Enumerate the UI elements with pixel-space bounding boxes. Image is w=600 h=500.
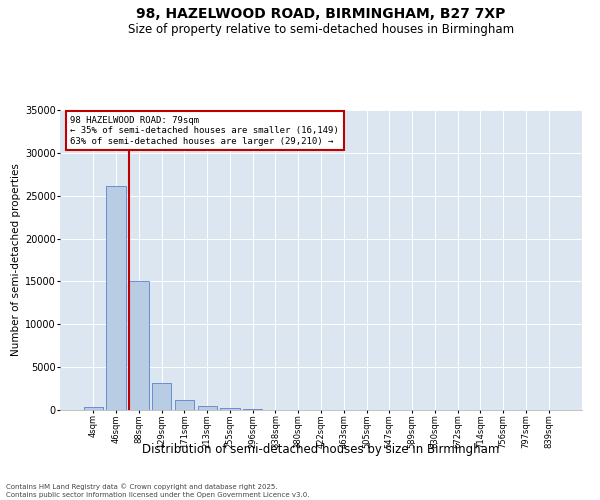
Bar bbox=[197, 406, 217, 410]
Text: 98, HAZELWOOD ROAD, BIRMINGHAM, B27 7XP: 98, HAZELWOOD ROAD, BIRMINGHAM, B27 7XP bbox=[136, 8, 506, 22]
Bar bbox=[106, 186, 126, 410]
Bar bbox=[243, 409, 262, 410]
Text: Size of property relative to semi-detached houses in Birmingham: Size of property relative to semi-detach… bbox=[128, 22, 514, 36]
Bar bbox=[175, 400, 194, 410]
Bar bbox=[84, 408, 103, 410]
Bar bbox=[152, 383, 172, 410]
Text: Distribution of semi-detached houses by size in Birmingham: Distribution of semi-detached houses by … bbox=[142, 442, 500, 456]
Bar bbox=[129, 280, 149, 410]
Text: Contains HM Land Registry data © Crown copyright and database right 2025.
Contai: Contains HM Land Registry data © Crown c… bbox=[6, 484, 310, 498]
Y-axis label: Number of semi-detached properties: Number of semi-detached properties bbox=[11, 164, 21, 356]
Bar bbox=[220, 408, 239, 410]
Text: 98 HAZELWOOD ROAD: 79sqm
← 35% of semi-detached houses are smaller (16,149)
63% : 98 HAZELWOOD ROAD: 79sqm ← 35% of semi-d… bbox=[70, 116, 339, 146]
